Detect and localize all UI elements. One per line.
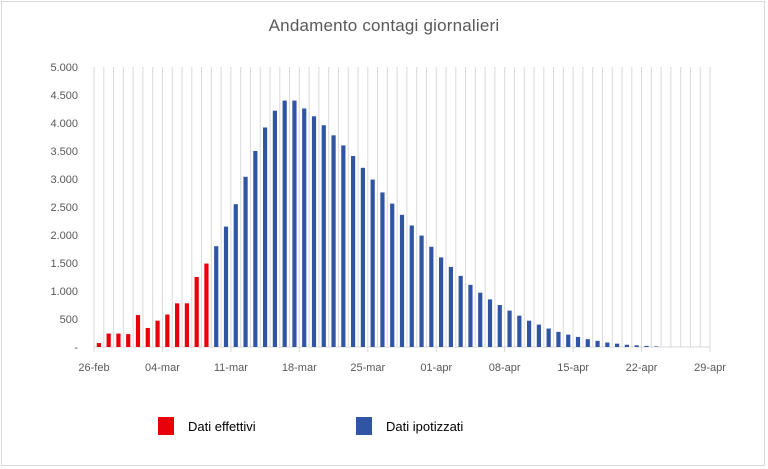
bar-effettivi <box>194 277 199 347</box>
y-tick-label: 3.000 <box>50 174 78 186</box>
bar-ipotizzati <box>644 345 649 347</box>
bar-ipotizzati <box>351 156 356 347</box>
bar-ipotizzati <box>605 342 610 347</box>
legend-label-effettivi: Dati effettivi <box>188 418 256 434</box>
bar-ipotizzati <box>243 176 248 347</box>
bar-ipotizzati <box>487 299 493 347</box>
bar-ipotizzati <box>360 167 365 347</box>
bar-effettivi <box>96 343 101 347</box>
bar-effettivi <box>106 333 111 347</box>
bar-ipotizzati <box>331 135 336 347</box>
x-tick-label: 15-apr <box>557 362 589 374</box>
bar-ipotizzati <box>282 100 287 347</box>
bar-effettivi <box>175 303 180 347</box>
bar-ipotizzati <box>556 331 561 347</box>
bar-effettivi <box>116 333 121 347</box>
bar-ipotizzati <box>233 204 238 347</box>
bar-effettivi <box>145 327 150 347</box>
bar-ipotizzati <box>575 336 581 347</box>
bar-ipotizzati <box>380 192 385 347</box>
bar-ipotizzati <box>272 110 277 348</box>
y-tick-label: 3.500 <box>50 146 78 158</box>
bar-ipotizzati <box>429 246 434 347</box>
y-tick-label: 1.500 <box>50 258 78 270</box>
bar-effettivi <box>155 320 160 347</box>
bar-ipotizzati <box>253 151 258 347</box>
x-tick-label: 22-apr <box>626 362 658 374</box>
bar-ipotizzati <box>292 100 297 347</box>
y-tick-label: 1.000 <box>50 286 78 298</box>
bar-ipotizzati <box>311 116 317 347</box>
bar-ipotizzati <box>419 235 424 347</box>
x-tick-label: 29-apr <box>694 362 726 374</box>
x-tick-label: 04-mar <box>145 362 180 374</box>
y-tick-label: - <box>74 342 78 354</box>
bar-ipotizzati <box>517 315 522 347</box>
bar-ipotizzati <box>497 305 502 347</box>
bar-ipotizzati <box>615 343 620 347</box>
bar-ipotizzati <box>263 127 268 347</box>
bar-ipotizzati <box>214 246 219 347</box>
bar-ipotizzati <box>321 125 326 348</box>
bar-ipotizzati <box>654 346 659 347</box>
bar-ipotizzati <box>527 320 532 347</box>
y-tick-label: 2.000 <box>50 230 78 242</box>
bar-ipotizzati <box>390 203 395 347</box>
bar-ipotizzati <box>370 179 375 347</box>
bar-ipotizzati <box>546 328 551 347</box>
bar-effettivi <box>184 303 189 347</box>
bar-ipotizzati <box>439 257 444 347</box>
bar-effettivi <box>204 263 209 347</box>
bar-effettivi <box>126 334 131 347</box>
bar-ipotizzati <box>399 214 405 347</box>
y-tick-label: 4.500 <box>50 90 78 102</box>
bar-ipotizzati <box>468 284 473 347</box>
bar-ipotizzati <box>585 339 590 347</box>
x-tick-label: 18-mar <box>282 362 317 374</box>
chart-title: Andamento contagi giornalieri <box>268 16 500 35</box>
bar-ipotizzati <box>595 340 600 347</box>
bar-ipotizzati <box>458 275 463 347</box>
bar-ipotizzati <box>223 226 229 347</box>
bar-ipotizzati <box>507 310 512 347</box>
bar-ipotizzati <box>624 344 629 347</box>
legend-label-ipotizzati: Dati ipotizzati <box>386 418 464 434</box>
bar-ipotizzati <box>478 292 483 347</box>
legend-item-effettivi: Dati effettivi <box>158 415 256 437</box>
x-tick-label: 01-apr <box>420 362 452 374</box>
legend-swatch-ipotizzati <box>356 417 372 435</box>
x-tick-label: 26-feb <box>78 362 109 374</box>
y-tick-label: 500 <box>60 314 78 326</box>
bar-ipotizzati <box>448 266 453 347</box>
bar-ipotizzati <box>302 108 307 347</box>
bar-effettivi <box>165 314 170 347</box>
y-tick-label: 2.500 <box>50 202 78 214</box>
bar-effettivi <box>135 315 141 347</box>
y-tick-label: 4.000 <box>50 118 78 130</box>
legend-item-ipotizzati: Dati ipotizzati <box>356 415 463 437</box>
y-tick-label: 5.000 <box>50 62 78 74</box>
x-tick-label: 08-apr <box>489 362 521 374</box>
x-tick-label: 25-mar <box>350 362 385 374</box>
bar-ipotizzati <box>536 324 541 347</box>
x-tick-label: 11-mar <box>214 362 248 374</box>
bar-ipotizzati <box>409 225 414 347</box>
bar-ipotizzati <box>634 345 639 347</box>
bar-ipotizzati <box>341 145 346 347</box>
bar-ipotizzati <box>566 334 571 347</box>
legend-swatch-effettivi <box>158 417 174 435</box>
